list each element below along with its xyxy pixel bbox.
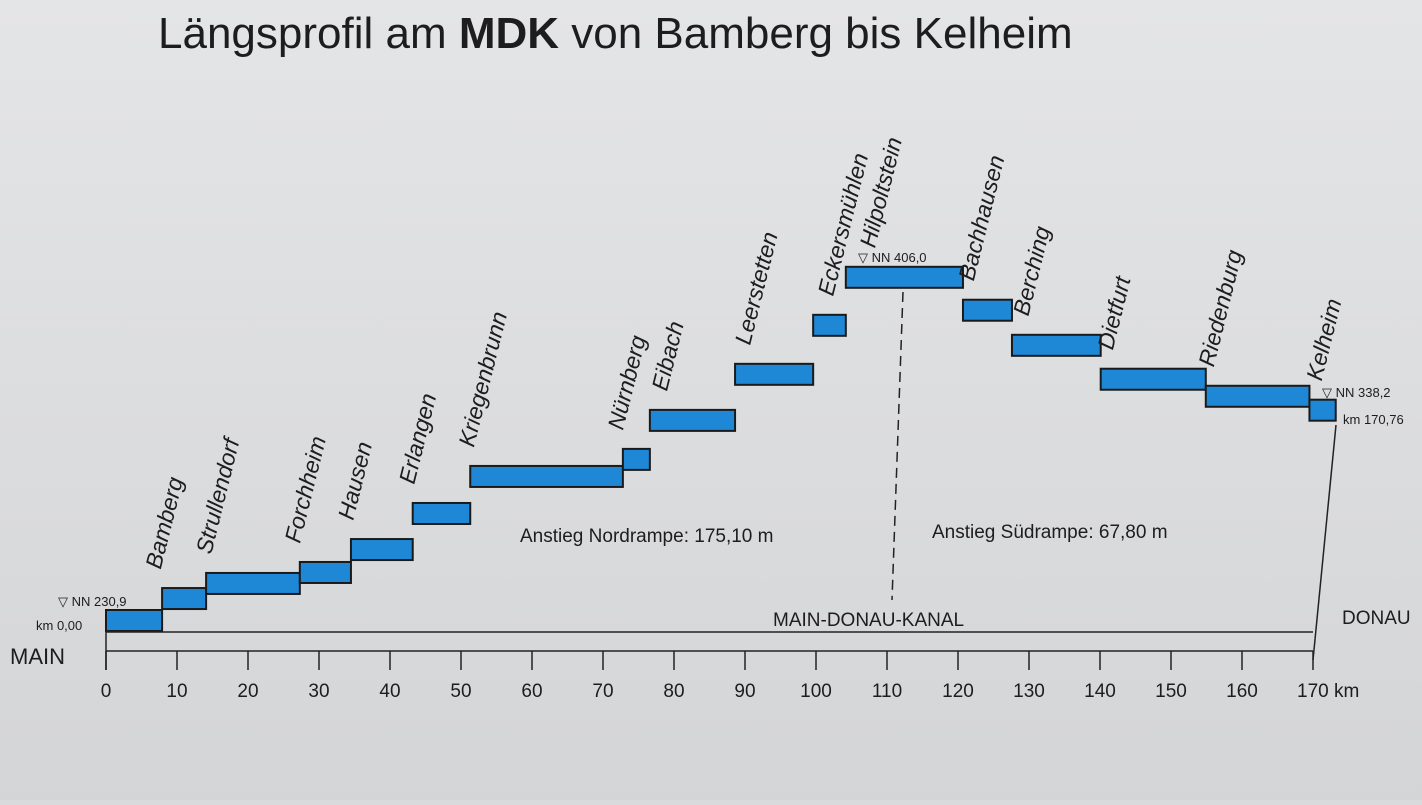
x-tick-label: 0 xyxy=(101,681,112,702)
x-tick-label: 170 km xyxy=(1297,681,1359,702)
step-bar-4 xyxy=(349,538,414,562)
town-label: Erlangen xyxy=(394,391,442,487)
x-tick-label: 90 xyxy=(734,681,755,702)
step-bar-10 xyxy=(812,313,847,337)
town-label: Forchheim xyxy=(279,433,331,545)
end-level-label: ▽ NN 338,2 xyxy=(1322,385,1391,400)
step-bar-13 xyxy=(1010,333,1102,357)
start-km-label: km 0,00 xyxy=(36,618,82,633)
town-label: Bamberg xyxy=(140,474,188,571)
step-bar-12 xyxy=(961,298,1013,322)
x-tick-label: 40 xyxy=(379,681,400,702)
x-tick-label: 150 xyxy=(1155,681,1187,702)
step-bar-7 xyxy=(621,447,651,471)
south-ramp-label: Anstieg Südrampe: 67,80 m xyxy=(932,522,1168,543)
step-bar-16 xyxy=(1308,398,1337,422)
step-bar-1 xyxy=(161,587,208,611)
step-bar-5 xyxy=(411,501,472,525)
x-tick-label: 60 xyxy=(521,681,542,702)
summit-divider-line xyxy=(891,291,904,601)
town-label: Dietfurt xyxy=(1092,272,1136,352)
x-tick-label: 80 xyxy=(663,681,684,702)
town-label: Kriegenbrunn xyxy=(453,309,512,449)
step-bar-9 xyxy=(734,362,815,386)
north-ramp-label: Anstieg Nordrampe: 175,10 m xyxy=(520,526,773,547)
canal-label: MAIN-DONAU-KANAL xyxy=(773,610,964,631)
x-tick-label: 160 xyxy=(1226,681,1258,702)
town-label: Kelheim xyxy=(1301,296,1346,383)
step-bar-0 xyxy=(105,609,164,632)
town-label: Riedenburg xyxy=(1193,247,1247,369)
step-bar-6 xyxy=(469,464,624,488)
x-tick-label: 140 xyxy=(1084,681,1116,702)
x-tick-label: 30 xyxy=(308,681,329,702)
step-bar-8 xyxy=(648,408,737,432)
town-label: Strullendorf xyxy=(191,433,245,556)
x-tick-label: 120 xyxy=(942,681,974,702)
step-bar-15 xyxy=(1204,384,1311,408)
start-level-label: ▽ NN 230,9 xyxy=(58,594,127,609)
donau-river-label: DONAU xyxy=(1342,608,1411,629)
right-boundary-line xyxy=(1312,424,1337,661)
end-km-label: km 170,76 xyxy=(1343,412,1404,427)
step-bar-3 xyxy=(298,560,352,584)
x-tick-label: 20 xyxy=(237,681,258,702)
town-label: Berching xyxy=(1008,223,1055,318)
step-bar-2 xyxy=(205,571,301,595)
chart-title: Längsprofil am MDK von Bamberg bis Kelhe… xyxy=(158,9,1073,58)
town-label: Hausen xyxy=(333,439,377,522)
main-river-label: MAIN xyxy=(10,644,65,669)
x-tick-label: 100 xyxy=(800,681,832,702)
step-bar-14 xyxy=(1099,367,1207,391)
summit-level-label: ▽ NN 406,0 xyxy=(858,250,927,265)
town-label: Nürnberg xyxy=(603,333,651,433)
x-tick-label: 110 xyxy=(872,681,902,702)
town-label: Bachhausen xyxy=(953,153,1009,283)
step-bar-11 xyxy=(844,265,964,289)
x-tick-label: 70 xyxy=(592,681,613,702)
x-tick-label: 50 xyxy=(450,681,471,702)
x-tick-label: 130 xyxy=(1013,681,1045,702)
town-label: Eibach xyxy=(647,319,689,394)
town-label: Leerstetten xyxy=(730,229,783,347)
x-tick-label: 10 xyxy=(166,681,187,702)
